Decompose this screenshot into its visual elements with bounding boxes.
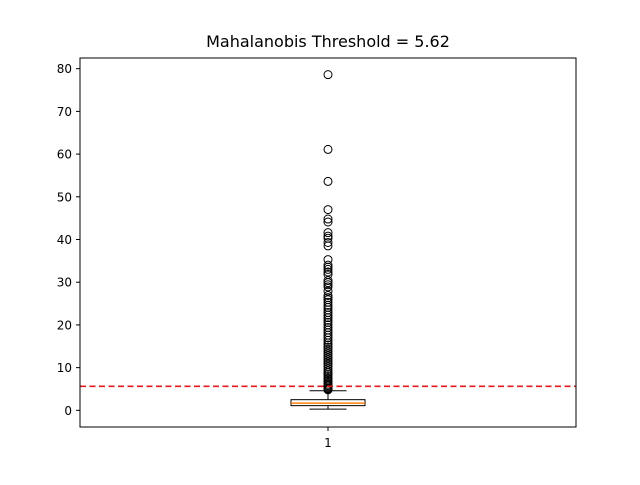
outlier-point: [323, 276, 333, 286]
outlier-point: [323, 353, 333, 363]
outlier-point: [323, 231, 333, 241]
outlier-point: [323, 205, 333, 215]
outlier-point: [323, 228, 333, 238]
outlier-point: [323, 346, 333, 356]
x-tick-label: 1: [324, 436, 332, 450]
y-tick-label: 50: [57, 190, 72, 204]
y-tick-label: 0: [64, 404, 72, 418]
outlier-point: [323, 217, 333, 227]
outlier-point: [323, 238, 333, 247]
outlier-point: [323, 262, 333, 272]
outlier-point: [323, 340, 333, 350]
outlier-point: [323, 310, 333, 320]
outlier-point: [323, 344, 333, 354]
outlier-point: [323, 286, 333, 296]
y-tick-label: 60: [57, 148, 72, 162]
outlier-point: [323, 267, 333, 277]
outlier-point: [323, 264, 333, 274]
outlier-point: [323, 290, 333, 300]
y-tick-label: 10: [57, 361, 72, 375]
y-tick-label: 20: [57, 318, 72, 332]
outlier-point: [323, 214, 333, 224]
outlier-point: [323, 355, 333, 365]
outlier-point: [323, 335, 333, 345]
y-tick-label: 30: [57, 276, 72, 290]
outlier-point: [323, 278, 333, 288]
outlier-point: [323, 260, 333, 270]
outlier-point: [323, 241, 333, 251]
outlier-point: [323, 342, 333, 352]
outlier-point: [323, 70, 333, 80]
y-tick-label: 70: [57, 105, 72, 119]
y-tick-label: 40: [57, 233, 72, 247]
outlier-point: [323, 144, 333, 154]
outlier-point: [323, 313, 333, 323]
chart-title: Mahalanobis Threshold = 5.62: [206, 32, 450, 51]
outlier-point: [323, 363, 333, 373]
outlier-point: [323, 315, 333, 325]
outlier-point: [323, 282, 333, 292]
outlier-point: [323, 351, 333, 361]
outlier-point: [323, 349, 333, 359]
outlier-point: [323, 280, 333, 290]
outlier-point: [323, 333, 333, 343]
outlier-point: [323, 338, 333, 348]
outlier-point: [323, 176, 333, 186]
outlier-point: [323, 357, 333, 367]
axes-frame: [79, 57, 577, 428]
y-tick-label: 80: [57, 62, 72, 76]
outlier-point: [323, 300, 333, 310]
